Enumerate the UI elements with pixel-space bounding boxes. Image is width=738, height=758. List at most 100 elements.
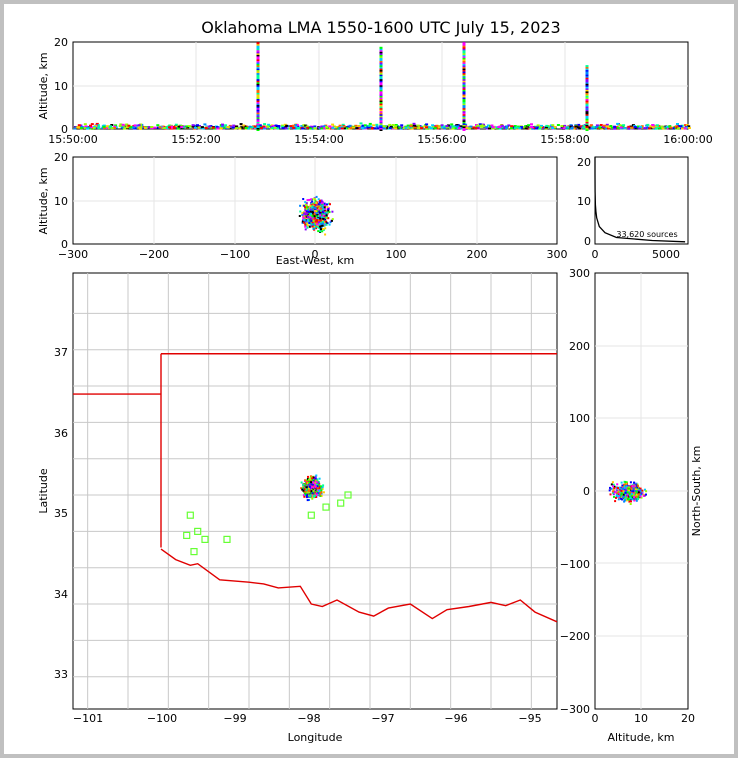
source-point xyxy=(304,490,307,493)
ns-xtick-0: 0 xyxy=(592,712,599,725)
source-point xyxy=(311,215,314,218)
source-point xyxy=(645,493,647,496)
source-point xyxy=(311,492,314,495)
source-point xyxy=(622,493,625,496)
source-point xyxy=(318,493,321,496)
source-point xyxy=(83,127,87,129)
source-point xyxy=(77,126,81,129)
source-point xyxy=(306,224,309,227)
source-point xyxy=(256,127,260,130)
source-point xyxy=(628,498,631,501)
source-point xyxy=(633,492,636,495)
source-point xyxy=(308,485,311,488)
source-point xyxy=(578,127,582,130)
source-point xyxy=(627,125,631,128)
source-point xyxy=(138,127,142,130)
source-point xyxy=(340,127,344,130)
source-point xyxy=(379,100,383,103)
source-point xyxy=(303,204,306,207)
source-point xyxy=(306,206,309,209)
source-point xyxy=(619,491,622,494)
source-point xyxy=(301,221,304,224)
source-point xyxy=(577,123,581,126)
source-point xyxy=(613,490,616,493)
source-point xyxy=(306,491,309,494)
source-point xyxy=(530,126,534,129)
source-point xyxy=(649,125,653,128)
source-point xyxy=(384,125,388,128)
source-point xyxy=(462,106,466,109)
lma-station-marker xyxy=(223,535,231,544)
source-point xyxy=(359,122,363,125)
source-point xyxy=(462,83,466,86)
histogram-annotation: 33,620 sources xyxy=(616,230,677,239)
source-point xyxy=(244,126,248,129)
source-point xyxy=(635,490,638,493)
source-point xyxy=(462,129,466,131)
source-point xyxy=(462,66,466,69)
source-point xyxy=(219,126,223,129)
source-point xyxy=(321,220,324,223)
source-point xyxy=(609,486,611,489)
source-point xyxy=(319,221,322,223)
ew-height-ytick-20: 20 xyxy=(54,151,68,164)
source-point xyxy=(301,488,304,491)
ns-tick-200: 200 xyxy=(569,340,590,353)
source-point xyxy=(379,115,383,118)
source-point xyxy=(320,487,323,490)
source-point xyxy=(310,218,313,221)
source-point xyxy=(250,126,254,129)
source-point xyxy=(612,493,615,496)
plan-view-ylabel: Latitude xyxy=(37,468,50,514)
source-point xyxy=(527,124,531,127)
source-point xyxy=(256,101,260,104)
source-point xyxy=(320,489,323,492)
source-point xyxy=(263,123,267,126)
source-point xyxy=(319,213,322,216)
source-point xyxy=(299,210,302,213)
source-point xyxy=(368,122,372,125)
source-point xyxy=(308,225,311,228)
source-point xyxy=(676,123,679,125)
source-point xyxy=(318,223,321,226)
source-point xyxy=(296,127,300,130)
source-point xyxy=(318,477,321,480)
source-point xyxy=(490,124,494,127)
source-point xyxy=(198,125,201,127)
source-point xyxy=(329,221,332,224)
source-point xyxy=(379,119,383,122)
source-point xyxy=(256,55,260,58)
source-point xyxy=(388,123,392,126)
source-point xyxy=(256,100,260,103)
source-point xyxy=(256,115,260,118)
source-point xyxy=(317,209,320,211)
source-point xyxy=(256,110,260,113)
source-point xyxy=(256,95,260,98)
altitude-histogram-panel: 33,620 sources 0 10 20 0 5000 xyxy=(577,156,689,261)
source-point xyxy=(379,122,383,125)
source-point xyxy=(226,126,230,129)
source-point xyxy=(314,475,317,478)
source-point xyxy=(313,494,316,497)
source-point xyxy=(431,125,435,128)
source-point xyxy=(312,482,315,485)
source-point xyxy=(80,126,84,128)
source-point xyxy=(406,124,410,127)
source-point xyxy=(256,80,260,83)
source-point xyxy=(312,489,315,492)
source-point xyxy=(637,125,640,128)
source-point xyxy=(281,127,285,130)
source-point xyxy=(585,66,589,69)
source-point xyxy=(379,74,383,77)
source-point xyxy=(258,125,262,128)
source-point xyxy=(320,210,323,213)
source-point xyxy=(462,94,466,96)
source-point xyxy=(431,124,435,127)
source-point xyxy=(651,124,655,126)
source-point xyxy=(79,127,83,130)
source-point xyxy=(317,226,320,229)
source-point xyxy=(496,127,500,130)
source-point xyxy=(316,210,319,213)
ew-xtick-m200: −200 xyxy=(139,248,169,261)
source-point xyxy=(328,125,332,128)
